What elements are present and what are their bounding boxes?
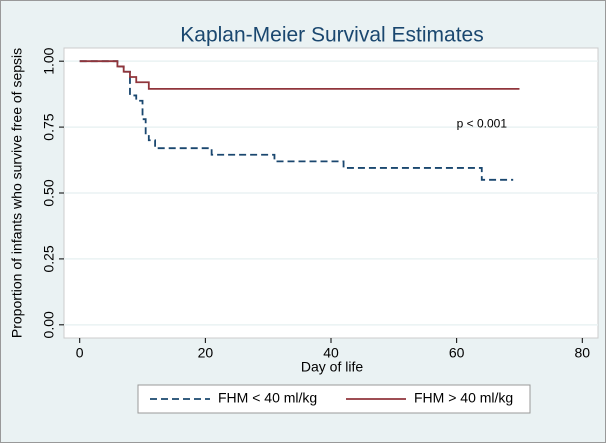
annotation: p < 0.001: [457, 117, 508, 131]
chart-title: Kaplan-Meier Survival Estimates: [180, 24, 483, 47]
legend-label: FHM > 40 ml/kg: [414, 390, 513, 406]
y-axis-label: Proportion of infants who survive free o…: [9, 48, 25, 338]
legend: [137, 384, 531, 414]
legend-label: FHM < 40 ml/kg: [218, 390, 317, 406]
y-tick-label: 0.75: [41, 113, 57, 140]
x-tick-label: 20: [198, 345, 214, 361]
y-tick-label: 1.00: [41, 47, 57, 74]
y-tick-label: 0.00: [41, 311, 57, 338]
y-tick-label: 0.25: [41, 245, 57, 272]
x-tick-label: 40: [323, 345, 339, 361]
x-tick-label: 60: [449, 345, 465, 361]
x-axis-label: Day of life: [301, 359, 363, 375]
x-tick-label: 80: [575, 345, 591, 361]
survival-line: [79, 60, 520, 90]
y-tick-label: 0.50: [41, 179, 57, 206]
x-tick-label: 0: [76, 345, 84, 361]
